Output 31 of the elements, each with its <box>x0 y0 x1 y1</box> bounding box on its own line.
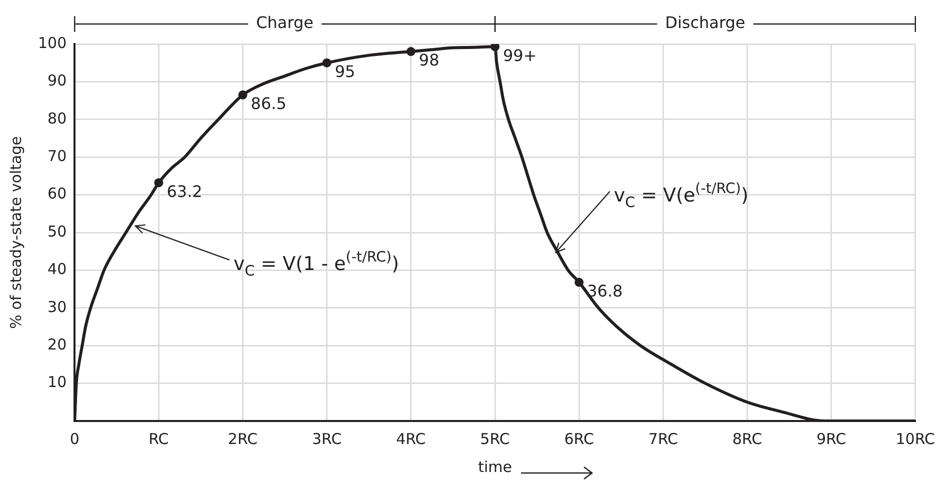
y-tick-label: 50 <box>48 222 67 240</box>
x-tick-label: 3RC <box>312 430 342 448</box>
data-label: 63.2 <box>166 182 202 201</box>
y-tick-label: 60 <box>48 184 67 203</box>
x-tick-label: 2RC <box>228 430 258 448</box>
x-axis-title: time <box>478 458 512 476</box>
x-tick-label: RC <box>148 430 169 448</box>
data-label: 36.8 <box>587 281 623 300</box>
data-label: 98 <box>418 50 440 70</box>
y-tick-label: 20 <box>48 335 67 354</box>
text: Charge <box>256 13 314 32</box>
x-tick-label: 9RC <box>816 430 846 448</box>
data-label: 86.5 <box>250 94 286 114</box>
x-tick-label: 4RC <box>396 430 426 448</box>
y-axis-title: % of steady-state voltage <box>6 136 25 329</box>
y-tick-label: 30 <box>48 298 67 316</box>
data-label: 99+ <box>503 46 537 65</box>
x-tick-label: 8RC <box>732 430 762 448</box>
x-tick-label: 0 <box>70 430 80 448</box>
y-tick-label: 40 <box>48 260 67 278</box>
x-tick-label: 6RC <box>564 430 594 448</box>
y-tick-label: 80 <box>48 109 67 128</box>
y-tick-label: 70 <box>48 146 67 165</box>
text: Discharge <box>665 13 746 32</box>
y-tick-label: 90 <box>48 72 67 90</box>
x-tick-label: 7RC <box>648 430 678 448</box>
data-label: 95 <box>334 62 356 82</box>
x-tick-label: 5RC <box>480 430 510 448</box>
y-tick-label: 10 <box>48 373 67 392</box>
y-tick-label: 100 <box>38 34 67 52</box>
x-tick-label: 10RC <box>896 430 936 448</box>
